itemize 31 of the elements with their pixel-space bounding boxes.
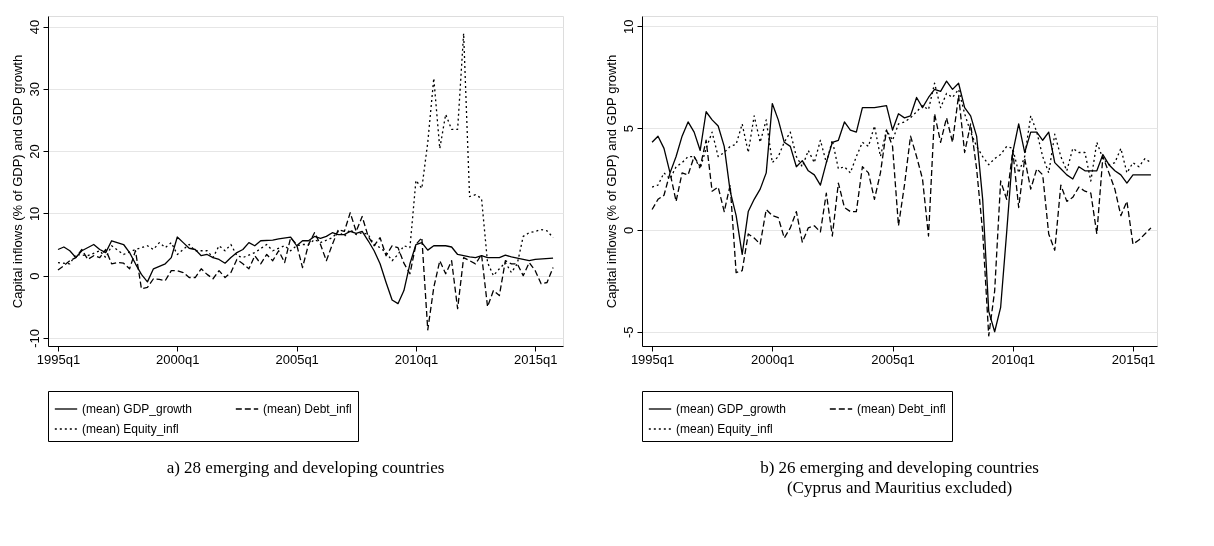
- x-tick-label: 2010q1: [991, 351, 1035, 367]
- y-tick-label: -10: [26, 329, 42, 348]
- y-tick-label: 30: [26, 82, 42, 97]
- y-tick-label: 10: [26, 206, 42, 222]
- y-axis-title: Capital inflows (% of GDP) and GDP growth: [603, 54, 619, 309]
- x-tick-label: 2005q1: [275, 351, 319, 367]
- x-tick-label: 1995q1: [36, 351, 81, 367]
- y-tick-label: -5: [620, 326, 636, 339]
- y-tick-label: 5: [620, 124, 636, 133]
- x-tick-label: 2015q1: [514, 351, 558, 367]
- x-tick-label: 2015q1: [1111, 351, 1156, 367]
- x-tick-label: 2000q1: [156, 351, 200, 367]
- y-tick-label: 40: [26, 19, 42, 35]
- text: b) 26 emerging and developing countries: [760, 457, 1039, 477]
- x-tick-label: 1995q1: [630, 351, 675, 367]
- x-tick-label: 2010q1: [394, 351, 439, 367]
- y-tick-label: 0: [620, 226, 636, 235]
- x-tick-label: 2000q1: [751, 351, 795, 367]
- legend-label: (mean) Equity_infl: [676, 422, 773, 436]
- x-tick-label: 2005q1: [871, 351, 915, 367]
- y-axis-title: Capital inflows (% of GDP) and GDP growth: [9, 54, 25, 309]
- y-tick-label: 10: [620, 19, 636, 34]
- y-tick-label: 20: [26, 144, 42, 159]
- y-tick-label: 0: [26, 272, 42, 280]
- legend-label: (mean) Debt_infl: [263, 402, 352, 416]
- text: a) 28 emerging and developing countries: [166, 457, 445, 477]
- text: (Cyprus and Mauritius excluded): [786, 477, 1013, 497]
- legend-label: (mean) Debt_infl: [857, 402, 946, 416]
- legend-label: (mean) GDP_growth: [676, 402, 787, 416]
- legend-label: (mean) GDP_growth: [82, 402, 193, 416]
- legend-label: (mean) Equity_infl: [82, 422, 179, 436]
